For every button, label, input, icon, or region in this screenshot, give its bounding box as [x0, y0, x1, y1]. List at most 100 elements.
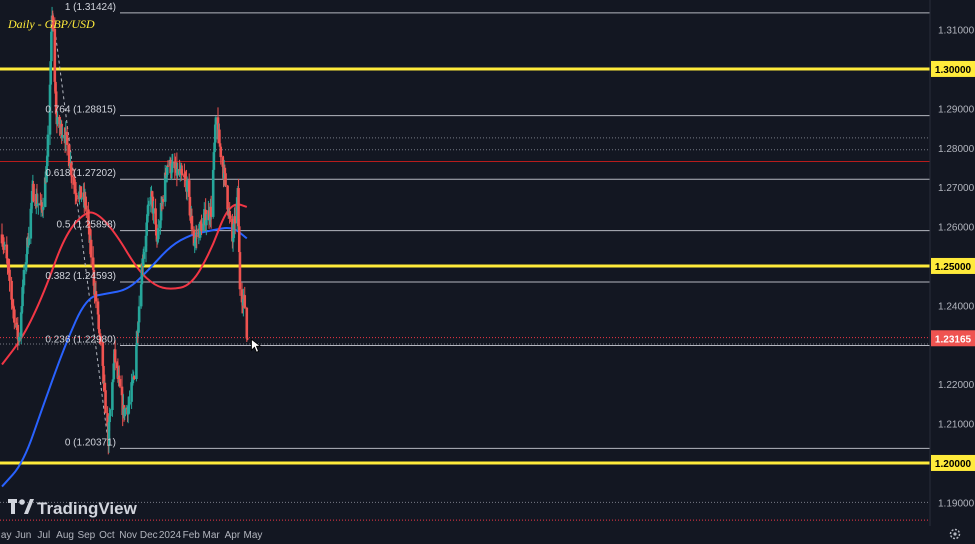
candle-up [22, 269, 26, 286]
candle-up [29, 208, 33, 239]
candle-down [155, 235, 159, 242]
candle-up [242, 298, 245, 306]
candle-down [41, 209, 44, 211]
candle-down [233, 216, 237, 224]
x-axis-tick-label: Jul [37, 530, 50, 541]
candle-up [17, 336, 21, 341]
candle-down [58, 116, 61, 128]
key-level-badge-label: 1.20000 [935, 459, 972, 470]
settings-gear-icon[interactable] [949, 528, 961, 540]
candle-up [25, 254, 28, 263]
y-axis-tick-label: 1.19000 [938, 498, 975, 509]
candle-down [65, 131, 68, 135]
candle-up [159, 220, 162, 229]
candle-down [63, 135, 66, 137]
x-axis-tick-label: Sep [77, 530, 95, 541]
candle-down [6, 263, 10, 267]
candle-down [133, 376, 136, 380]
candle-down [91, 257, 95, 270]
candle-up [198, 222, 202, 238]
candle-down [180, 168, 183, 174]
candle-down [161, 199, 165, 202]
candle-up [176, 169, 179, 176]
fib-level-label: 0.618 (1.27202) [45, 168, 116, 179]
y-axis-tick-label: 1.29000 [938, 104, 975, 115]
candle-down [121, 395, 124, 415]
trendline [52, 12, 110, 449]
candle-up [212, 152, 216, 170]
candle-up [205, 220, 208, 226]
candle-down [92, 269, 96, 286]
candle-down [115, 362, 119, 369]
candle-up [156, 239, 159, 242]
candle-down [75, 195, 79, 197]
candle-down [195, 235, 199, 237]
candle-down [229, 215, 232, 219]
candle-down [117, 375, 121, 380]
candle-up [78, 191, 81, 199]
candle-down [106, 413, 109, 426]
candle-down [150, 191, 154, 197]
y-axis-tick-label: 1.22000 [938, 380, 975, 391]
candle-down [188, 196, 192, 216]
key-level-badge [931, 257, 975, 274]
candle-down [16, 324, 20, 340]
candle-up [30, 190, 34, 203]
candle-down [2, 245, 6, 247]
candle-down [102, 365, 105, 384]
candle-up [137, 322, 140, 333]
y-axis-tick-label: 1.28000 [938, 144, 975, 155]
candle-down [73, 184, 76, 189]
candle-down [190, 215, 194, 230]
x-axis-tick-label: Aug [56, 530, 74, 541]
candle-up [36, 203, 39, 205]
key-level-badge [931, 454, 975, 471]
candle-up [21, 287, 24, 307]
tradingview-logo-mark [19, 499, 25, 505]
candle-down [60, 123, 63, 138]
candle-down [216, 117, 220, 140]
candle-down [98, 333, 102, 337]
candle-down [237, 226, 241, 253]
candle-down [187, 180, 191, 197]
candle-up [108, 416, 111, 423]
key-level-badge-label: 1.25000 [935, 262, 972, 273]
candle-up [231, 238, 235, 242]
x-axis-tick-label: Oct [99, 530, 115, 541]
candle-down [87, 209, 90, 226]
candle-down [113, 349, 117, 363]
candle-up [214, 117, 218, 125]
candle-up [109, 410, 112, 417]
candle-up [145, 222, 148, 236]
candle-up [211, 169, 215, 217]
y-axis-tick-label: 1.27000 [938, 183, 975, 194]
candle-up [165, 165, 169, 175]
fib-level-label: 0 (1.20371) [65, 437, 116, 448]
candle-up [159, 203, 163, 221]
candle-down [218, 129, 221, 144]
candle-down [13, 309, 16, 323]
candle-up [147, 204, 151, 206]
candle-up [194, 239, 197, 244]
key-level-badge-label: 1.30000 [935, 65, 972, 76]
candle-down [5, 244, 9, 259]
candle-down [32, 183, 35, 202]
candle-down [85, 205, 88, 210]
candle-down [238, 252, 242, 290]
candle-up [178, 170, 182, 175]
candle-down [246, 338, 249, 340]
candle-down [84, 196, 87, 206]
fib-level-label: 0.236 (1.22980) [45, 335, 116, 346]
candle-down [94, 291, 98, 302]
candle-down [11, 304, 15, 308]
horizontal-lines-layer [0, 12, 930, 521]
candle-up [232, 224, 236, 239]
gear-icon[interactable] [949, 528, 961, 540]
candle-up [26, 237, 29, 255]
candle-down [207, 210, 211, 220]
candle-down [104, 390, 107, 414]
fib-level-label: 0.5 (1.25898) [57, 220, 117, 231]
candle-down [218, 143, 222, 147]
